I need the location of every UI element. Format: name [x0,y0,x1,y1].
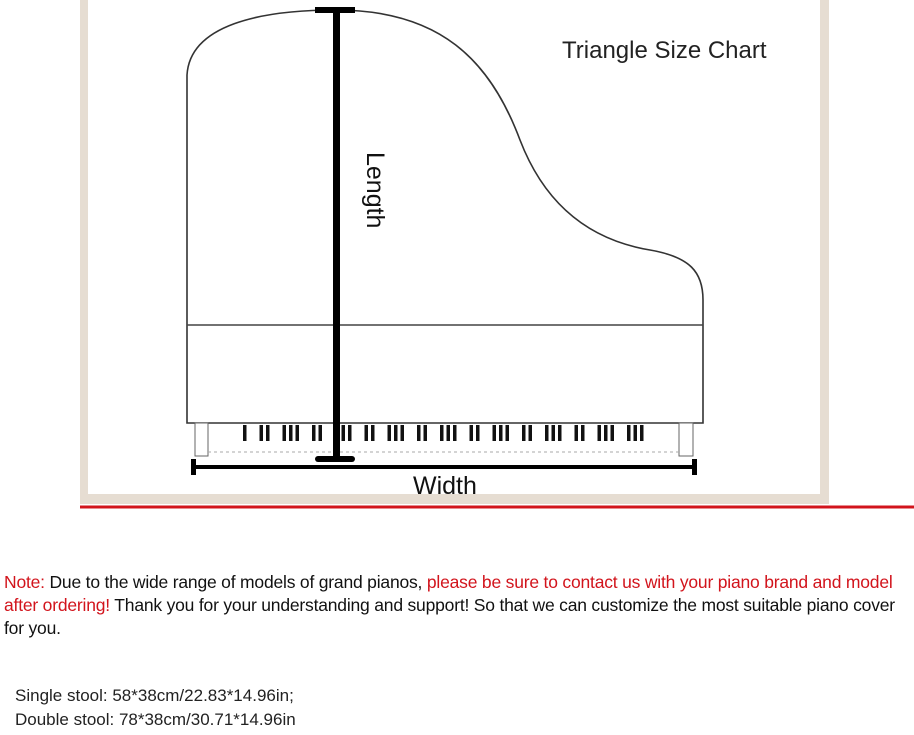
black-key [282,425,286,441]
black-key [633,425,637,441]
black-key [545,425,549,441]
black-key [364,425,368,441]
black-key [387,425,391,441]
frame-right [820,0,829,500]
note-prefix: Note: [4,572,45,592]
black-key [476,425,480,441]
black-key [558,425,562,441]
black-key [394,425,398,441]
black-key [446,425,450,441]
length-bar-top-cap [315,7,355,13]
black-key [341,425,345,441]
black-key [528,425,532,441]
frame-bottom [80,494,829,504]
black-key [440,425,444,441]
diagram-title: Triangle Size Chart [562,37,767,64]
note-text-2: Thank you for your understanding and sup… [4,595,895,638]
black-key [259,425,263,441]
black-key [453,425,457,441]
black-key [266,425,270,441]
frame-left [80,0,88,500]
black-key [522,425,526,441]
piano-outline [186,9,704,424]
black-key [505,425,509,441]
length-measure-bar [333,9,340,461]
width-label: Width [413,472,477,500]
black-key [581,425,585,441]
black-key [348,425,352,441]
piano-leg-left [194,422,209,457]
piano-black-keys [243,425,644,441]
black-key [289,425,293,441]
width-bar-left-cap [191,459,196,475]
piano-leg-right [678,422,694,457]
black-key [295,425,299,441]
black-key [469,425,473,441]
black-key [597,425,601,441]
piano-size-diagram: Length Width Triangle Size Chart [80,0,914,509]
width-measure-bar [193,465,695,469]
black-key [400,425,404,441]
black-key [640,425,644,441]
note-highlight: please be sure to contact us with your p… [4,572,893,615]
black-key [574,425,578,441]
note-paragraph: Note: Due to the wide range of models of… [4,571,914,640]
note-text-1: Due to the wide range of models of grand… [44,572,427,592]
width-bar-right-cap [692,459,697,475]
black-key [627,425,631,441]
black-key [423,425,427,441]
black-key [551,425,555,441]
double-stool-size: Double stool: 78*38cm/30.71*14.96in [15,710,296,729]
single-stool-size: Single stool: 58*38cm/22.83*14.96in; [15,686,294,705]
black-key [312,425,316,441]
black-key [371,425,375,441]
black-key [318,425,322,441]
black-key [492,425,496,441]
length-bar-bottom-cap [315,456,355,462]
black-key [604,425,608,441]
black-key [243,425,247,441]
length-label: Length [361,152,389,228]
black-key [610,425,614,441]
black-key [499,425,503,441]
black-key [417,425,421,441]
